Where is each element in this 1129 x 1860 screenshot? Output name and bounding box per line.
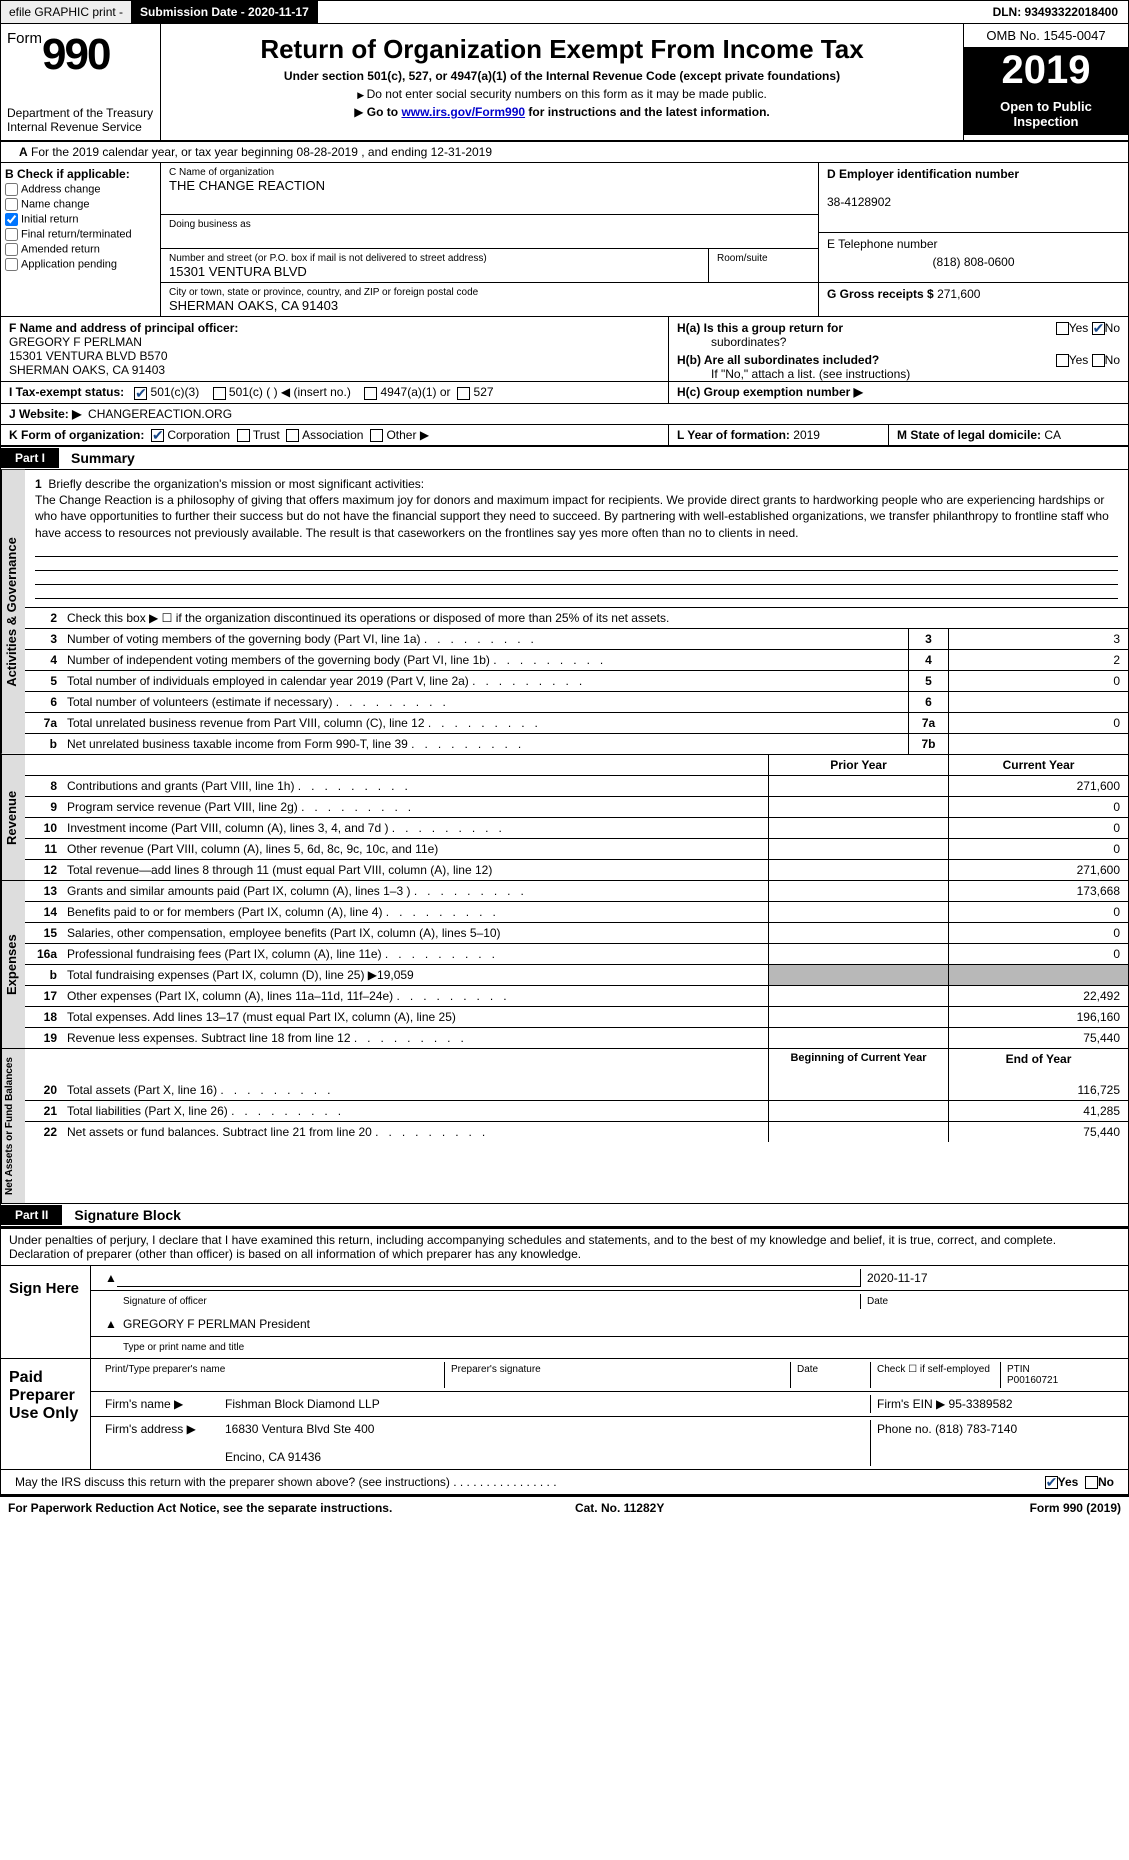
box-c: C Name of organizationTHE CHANGE REACTIO… [161, 163, 818, 316]
chk-other[interactable] [370, 429, 383, 442]
ssn-note: Do not enter social security numbers on … [171, 87, 953, 101]
firm-name: Fishman Block Diamond LLP [219, 1395, 870, 1413]
box-b-header: B Check if applicable: [5, 167, 156, 181]
omb-number: OMB No. 1545-0047 [964, 24, 1128, 48]
org-name: THE CHANGE REACTION [169, 178, 325, 193]
dln: DLN: 93493322018400 [983, 1, 1128, 23]
chk-app-pending[interactable] [5, 258, 18, 271]
chk-hb-yes[interactable] [1056, 354, 1069, 367]
info-block: B Check if applicable: Address change Na… [0, 163, 1129, 317]
box-h: H(a) Is this a group return forsubordina… [668, 317, 1128, 381]
mission-text: The Change Reaction is a philosophy of g… [35, 493, 1109, 539]
submission-date: Submission Date - 2020-11-17 [132, 1, 318, 23]
part1-header: Part I Summary [0, 447, 1129, 470]
row-klm: K Form of organization: Corporation Trus… [0, 425, 1129, 447]
chk-501c[interactable] [213, 387, 226, 400]
top-bar: efile GRAPHIC print - Submission Date - … [0, 0, 1129, 24]
chk-assoc[interactable] [286, 429, 299, 442]
chk-discuss-yes[interactable] [1045, 1476, 1058, 1489]
chk-trust[interactable] [237, 429, 250, 442]
form-subtitle: Under section 501(c), 527, or 4947(a)(1)… [171, 69, 953, 83]
part2-header: Part II Signature Block [0, 1204, 1129, 1227]
chk-527[interactable] [457, 387, 470, 400]
form-title: Return of Organization Exempt From Incom… [171, 34, 953, 65]
chk-initial-return[interactable] [5, 213, 18, 226]
expenses-section: Expenses 13Grants and similar amounts pa… [0, 881, 1129, 1049]
side-netassets: Net Assets or Fund Balances [1, 1049, 25, 1203]
signature-block: Under penalties of perjury, I declare th… [0, 1227, 1129, 1497]
side-revenue: Revenue [1, 755, 25, 880]
chk-discuss-no[interactable] [1085, 1476, 1098, 1489]
chk-ha-yes[interactable] [1056, 322, 1069, 335]
blank-line [35, 557, 1118, 571]
goto-note: ▶ Go to www.irs.gov/Form990 for instruct… [171, 105, 953, 119]
chk-name-change[interactable] [5, 198, 18, 211]
chk-ha-no[interactable] [1092, 322, 1105, 335]
irs-link[interactable]: www.irs.gov/Form990 [401, 105, 525, 119]
block-fh: F Name and address of principal officer:… [0, 317, 1129, 382]
open-inspection: Open to Public Inspection [964, 93, 1128, 135]
row-i: I Tax-exempt status: 501(c)(3) 501(c) ( … [0, 382, 1129, 403]
chk-501c3[interactable] [134, 387, 147, 400]
officer-name: GREGORY F PERLMAN President [117, 1315, 1120, 1333]
tax-year: 2019 [964, 48, 1128, 93]
chk-corp[interactable] [151, 429, 164, 442]
dept-irs: Internal Revenue Service [7, 120, 154, 134]
paid-preparer-label: Paid Preparer Use Only [1, 1359, 91, 1469]
ein: 38-4128902 [827, 195, 891, 209]
netassets-section: Net Assets or Fund Balances Beginning of… [0, 1049, 1129, 1204]
sign-here-label: Sign Here [1, 1266, 91, 1358]
side-expenses: Expenses [1, 881, 25, 1048]
row-a: A For the 2019 calendar year, or tax yea… [0, 142, 1129, 163]
box-b: B Check if applicable: Address change Na… [1, 163, 161, 316]
chk-hb-no[interactable] [1092, 354, 1105, 367]
revenue-section: Revenue Prior YearCurrent Year 8Contribu… [0, 755, 1129, 881]
form-header: Form990 Department of the Treasury Inter… [0, 24, 1129, 142]
blank-line [35, 543, 1118, 557]
blank-line [35, 571, 1118, 585]
chk-4947[interactable] [364, 387, 377, 400]
footer: For Paperwork Reduction Act Notice, see … [0, 1497, 1129, 1519]
gross-receipts: 271,600 [937, 287, 980, 301]
chk-address-change[interactable] [5, 183, 18, 196]
box-right: D Employer identification number38-41289… [818, 163, 1128, 316]
phone: (818) 808-0600 [827, 255, 1120, 269]
chk-final-return[interactable] [5, 228, 18, 241]
chk-amended[interactable] [5, 243, 18, 256]
row-j: J Website: ▶ CHANGEREACTION.ORG [0, 404, 1129, 425]
declaration: Under penalties of perjury, I declare th… [1, 1229, 1128, 1266]
website: CHANGEREACTION.ORG [88, 407, 232, 421]
activities-section: Activities & Governance 1 Briefly descri… [0, 470, 1129, 755]
side-activities: Activities & Governance [1, 470, 25, 754]
org-city: SHERMAN OAKS, CA 91403 [169, 298, 338, 313]
org-address: 15301 VENTURA BLVD [169, 264, 307, 279]
blank-line [35, 585, 1118, 599]
dept-treasury: Department of the Treasury [7, 106, 154, 120]
box-f: F Name and address of principal officer:… [1, 317, 668, 381]
efile-label: efile GRAPHIC print - [1, 1, 132, 23]
form-label: Form [7, 30, 42, 47]
form-number: 990 [42, 30, 109, 79]
